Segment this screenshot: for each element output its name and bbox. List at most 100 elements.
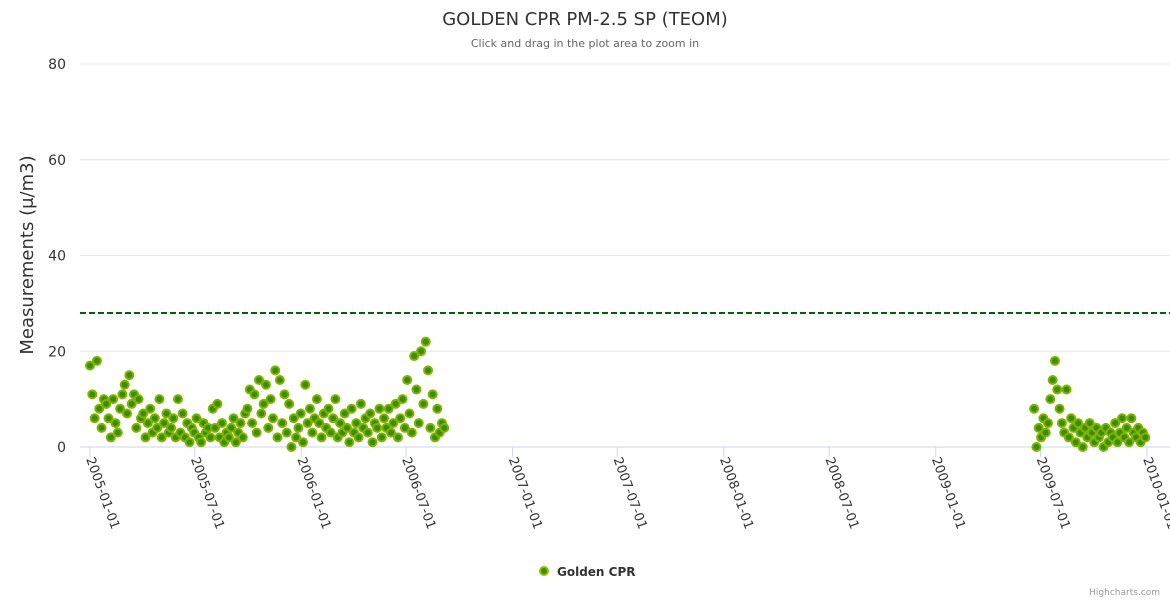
data-point[interactable] [159, 418, 170, 429]
data-point[interactable] [122, 408, 133, 419]
data-point[interactable] [1066, 413, 1077, 424]
data-point[interactable] [362, 427, 373, 438]
data-point[interactable] [89, 413, 100, 424]
data-point[interactable] [124, 370, 135, 381]
data-point[interactable] [372, 422, 383, 433]
data-point[interactable] [205, 432, 216, 443]
data-point[interactable] [256, 408, 267, 419]
data-point[interactable] [420, 336, 431, 347]
data-point[interactable] [251, 427, 262, 438]
data-point[interactable] [1077, 442, 1088, 452]
data-points[interactable] [85, 336, 1151, 452]
data-point[interactable] [101, 398, 112, 409]
data-point[interactable] [265, 394, 276, 405]
data-point[interactable] [286, 442, 297, 452]
data-point[interactable] [314, 418, 325, 429]
data-point[interactable] [1112, 437, 1123, 448]
data-point[interactable] [1061, 384, 1072, 395]
data-point[interactable] [386, 427, 397, 438]
data-point[interactable] [161, 408, 172, 419]
data-point[interactable] [168, 413, 179, 424]
data-point[interactable] [91, 355, 102, 366]
data-point[interactable] [249, 389, 260, 400]
data-point[interactable] [267, 413, 278, 424]
data-point[interactable] [263, 422, 274, 433]
data-point[interactable] [355, 398, 366, 409]
data-point[interactable] [1054, 403, 1065, 414]
data-point[interactable] [145, 403, 156, 414]
data-point[interactable] [418, 398, 429, 409]
data-point[interactable] [432, 403, 443, 414]
data-point[interactable] [339, 408, 350, 419]
data-point[interactable] [138, 408, 149, 419]
data-point[interactable] [142, 418, 153, 429]
data-point[interactable] [1052, 384, 1063, 395]
data-point[interactable] [427, 389, 438, 400]
data-point[interactable] [323, 403, 334, 414]
data-point[interactable] [108, 394, 119, 405]
data-point[interactable] [103, 413, 114, 424]
data-point[interactable] [1043, 418, 1054, 429]
data-point[interactable] [237, 432, 248, 443]
data-point[interactable] [379, 413, 390, 424]
data-point[interactable] [328, 413, 339, 424]
data-point[interactable] [172, 394, 183, 405]
data-point[interactable] [390, 398, 401, 409]
data-point[interactable] [330, 394, 341, 405]
data-point[interactable] [406, 427, 417, 438]
data-point[interactable] [149, 413, 160, 424]
data-point[interactable] [226, 422, 237, 433]
data-point[interactable] [367, 437, 378, 448]
data-point[interactable] [184, 437, 195, 448]
credits-link[interactable]: Highcharts.com [1089, 588, 1160, 598]
data-point[interactable] [302, 418, 313, 429]
data-point[interactable] [307, 427, 318, 438]
data-point[interactable] [284, 398, 295, 409]
data-point[interactable] [196, 437, 207, 448]
data-point[interactable] [223, 432, 234, 443]
data-point[interactable] [325, 427, 336, 438]
data-point[interactable] [1029, 403, 1040, 414]
data-point[interactable] [353, 432, 364, 443]
data-point[interactable] [1031, 442, 1042, 452]
data-point[interactable] [177, 408, 188, 419]
data-point[interactable] [1063, 432, 1074, 443]
data-point[interactable] [94, 403, 105, 414]
data-point[interactable] [152, 422, 163, 433]
data-point[interactable] [316, 432, 327, 443]
data-point[interactable] [166, 422, 177, 433]
data-point[interactable] [335, 418, 346, 429]
data-point[interactable] [131, 422, 142, 433]
data-point[interactable] [293, 422, 304, 433]
data-point[interactable] [126, 398, 137, 409]
data-point[interactable] [298, 437, 309, 448]
data-point[interactable] [154, 394, 165, 405]
data-point[interactable] [374, 403, 385, 414]
data-point[interactable] [112, 427, 123, 438]
data-point[interactable] [272, 432, 283, 443]
data-point[interactable] [281, 427, 292, 438]
data-point[interactable] [1117, 413, 1128, 424]
data-point[interactable] [411, 384, 422, 395]
data-point[interactable] [254, 374, 265, 385]
data-point[interactable] [117, 389, 128, 400]
data-point[interactable] [383, 403, 394, 414]
data-point[interactable] [404, 408, 415, 419]
data-point[interactable] [304, 403, 315, 414]
data-point[interactable] [439, 422, 450, 433]
data-point[interactable] [216, 418, 227, 429]
data-point[interactable] [1070, 437, 1081, 448]
data-point[interactable] [291, 432, 302, 443]
data-point[interactable] [247, 418, 258, 429]
data-point[interactable] [1121, 422, 1132, 433]
data-point[interactable] [416, 346, 427, 357]
data-point[interactable] [365, 408, 376, 419]
data-point[interactable] [1110, 418, 1121, 429]
data-point[interactable] [87, 389, 98, 400]
data-point[interactable] [235, 418, 246, 429]
legend-item-golden-cpr[interactable]: Golden CPR [539, 565, 636, 579]
data-point[interactable] [1040, 427, 1051, 438]
data-point[interactable] [409, 351, 420, 362]
data-point[interactable] [212, 398, 223, 409]
data-point[interactable] [311, 394, 322, 405]
